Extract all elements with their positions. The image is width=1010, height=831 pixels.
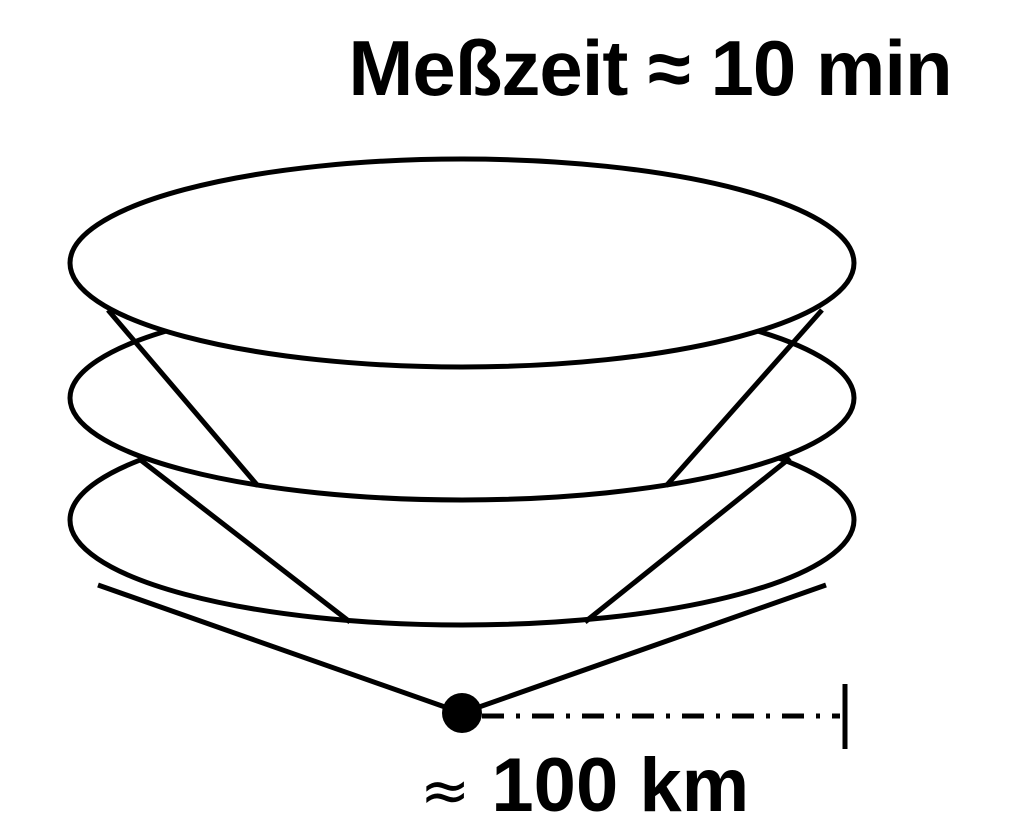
cone-edge-high-right (664, 308, 824, 488)
scan-ellipse-high (67, 156, 857, 370)
cone-edge-low-right (461, 582, 827, 716)
cone-edge-high-left (106, 308, 260, 488)
range-label: ≈ 100 km (420, 740, 820, 831)
measurement-time-title: Meßzeit ≈ 10 min (348, 24, 952, 112)
scan-cone-high (67, 156, 857, 488)
range-value: 100 km (491, 743, 750, 828)
cone-edge-mid-right (583, 456, 792, 624)
approx-symbol: ≈ (420, 756, 471, 826)
radar-site-dot (442, 693, 482, 733)
cone-edge-mid-left (136, 456, 352, 624)
cone-edge-low-left (97, 582, 463, 716)
